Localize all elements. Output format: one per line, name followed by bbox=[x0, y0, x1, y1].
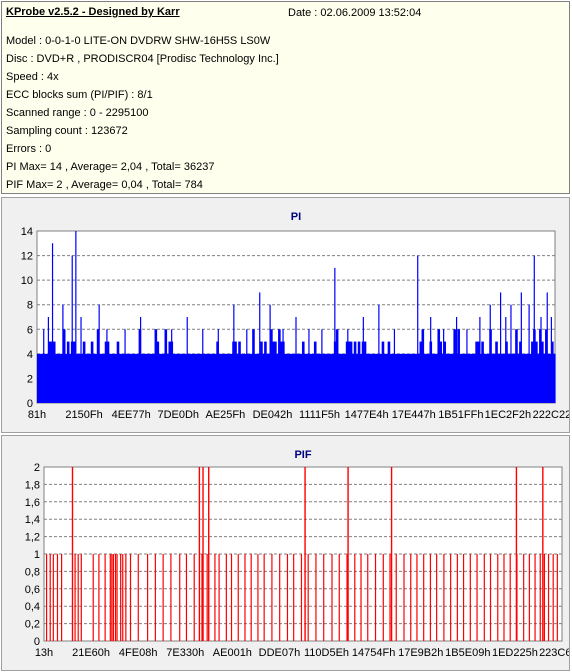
pif-y-tick: 1,4 bbox=[25, 514, 40, 526]
pi-chart-title: PI bbox=[291, 211, 301, 223]
pi-y-tick: 10 bbox=[21, 275, 33, 287]
pif-x-tick: 13h bbox=[35, 647, 53, 659]
pi-y-tick: 8 bbox=[27, 300, 33, 312]
pif-y-tick: 0,6 bbox=[25, 584, 40, 596]
pi-x-tick: 7DE0Dh bbox=[157, 409, 199, 421]
pif-x-tick: 4FE08h bbox=[119, 647, 158, 659]
pi-x-tick: 1111F5h bbox=[299, 409, 340, 421]
pif-x-tick: 1ED225h bbox=[492, 647, 538, 659]
pi-y-tick: 0 bbox=[27, 398, 33, 410]
pif-y-tick: 0,4 bbox=[25, 601, 40, 613]
pif-y-tick: 0 bbox=[34, 636, 40, 648]
pi-x-tick: AE25Fh bbox=[205, 409, 245, 421]
pif-y-tick: 2 bbox=[34, 462, 40, 474]
pif-x-tick: 7E330h bbox=[166, 647, 204, 659]
pi-chart: PI 0 2 4 6 8 10 12 14 81h 2150Fh 4EE77h 7DE0Dh AE25Fh… bbox=[21, 211, 569, 421]
pi-chart-panel: PI 0 2 4 6 8 10 12 14 81h 2150Fh 4EE77h 7DE0Dh AE25Fh… bbox=[1, 197, 570, 433]
info-ecc-blocks: ECC blocks sum (PI/PIF) : 8/1 bbox=[6, 89, 153, 101]
pi-x-tick: 1EC2F2h bbox=[485, 409, 531, 421]
info-panel: KProbe v2.5.2 - Designed by Karr Date : … bbox=[1, 1, 570, 194]
pif-y-tick: 1 bbox=[34, 549, 40, 561]
info-sampling-count: Sampling count : 123672 bbox=[6, 125, 128, 137]
pi-x-tick: 1B51FFh bbox=[438, 409, 483, 421]
pif-bars bbox=[45, 467, 558, 641]
info-errors: Errors : 0 bbox=[6, 143, 52, 155]
pi-y-tick: 12 bbox=[21, 251, 33, 263]
info-model: Model : 0-0-1-0 LITE-ON DVDRW SHW-16H5S … bbox=[6, 35, 271, 47]
pif-y-tick: 0,2 bbox=[25, 619, 40, 631]
pi-x-tick: 17E447h bbox=[392, 409, 436, 421]
pif-chart-panel: PIF 0 0,2 0,4 0,6 0,8 1 1,2 1,4 1,6 1,8 2 13h 21E60h 4… bbox=[1, 435, 570, 671]
scan-date: Date : 02.06.2009 13:52:04 bbox=[288, 7, 422, 19]
pif-x-tick: 110D5Eh bbox=[304, 647, 349, 659]
pi-x-tick: 4EE77h bbox=[112, 409, 151, 421]
pif-y-tick: 1,8 bbox=[25, 479, 40, 491]
pif-x-tick: DDE07h bbox=[259, 647, 301, 659]
info-speed: Speed : 4x bbox=[6, 71, 59, 83]
pi-x-tick: 81h bbox=[28, 409, 46, 421]
pi-y-tick: 6 bbox=[27, 324, 33, 336]
pif-x-tick: AE001h bbox=[213, 647, 252, 659]
app-title: KProbe v2.5.2 - Designed by Karr bbox=[6, 6, 180, 18]
pi-y-tick: 4 bbox=[27, 349, 33, 361]
info-disc: Disc : DVD+R , PRODISCR04 [Prodisc Techn… bbox=[6, 53, 279, 65]
pi-x-tick: DE042h bbox=[253, 409, 293, 421]
pi-x-tick: 222C22h bbox=[533, 409, 569, 421]
pif-x-tick: 1B5E09h bbox=[445, 647, 490, 659]
pi-x-tick: 2150Fh bbox=[65, 409, 102, 421]
pi-bars bbox=[37, 231, 556, 403]
pi-y-tick: 2 bbox=[27, 373, 33, 385]
pif-y-tick: 1,6 bbox=[25, 497, 40, 509]
pif-y-tick: 0,8 bbox=[25, 566, 40, 578]
pif-x-tick: 223C6Eh bbox=[539, 647, 569, 659]
pif-chart: PIF 0 0,2 0,4 0,6 0,8 1 1,2 1,4 1,6 1,8 2 13h 21E60h 4… bbox=[25, 449, 569, 659]
pif-x-tick: 14754Fh bbox=[352, 647, 395, 659]
info-scanned-range: Scanned range : 0 - 2295100 bbox=[6, 107, 149, 119]
pi-y-tick: 14 bbox=[21, 226, 33, 238]
pi-x-tick: 1477E4h bbox=[345, 409, 389, 421]
info-pif-stats: PIF Max= 2 , Average= 0,04 , Total= 784 bbox=[6, 179, 203, 191]
pif-chart-title: PIF bbox=[294, 449, 311, 461]
info-pi-stats: PI Max= 14 , Average= 2,04 , Total= 3623… bbox=[6, 161, 215, 173]
pif-x-tick: 21E60h bbox=[72, 647, 110, 659]
pif-y-tick: 1,2 bbox=[25, 532, 40, 544]
pif-x-tick: 17E9B2h bbox=[398, 647, 443, 659]
